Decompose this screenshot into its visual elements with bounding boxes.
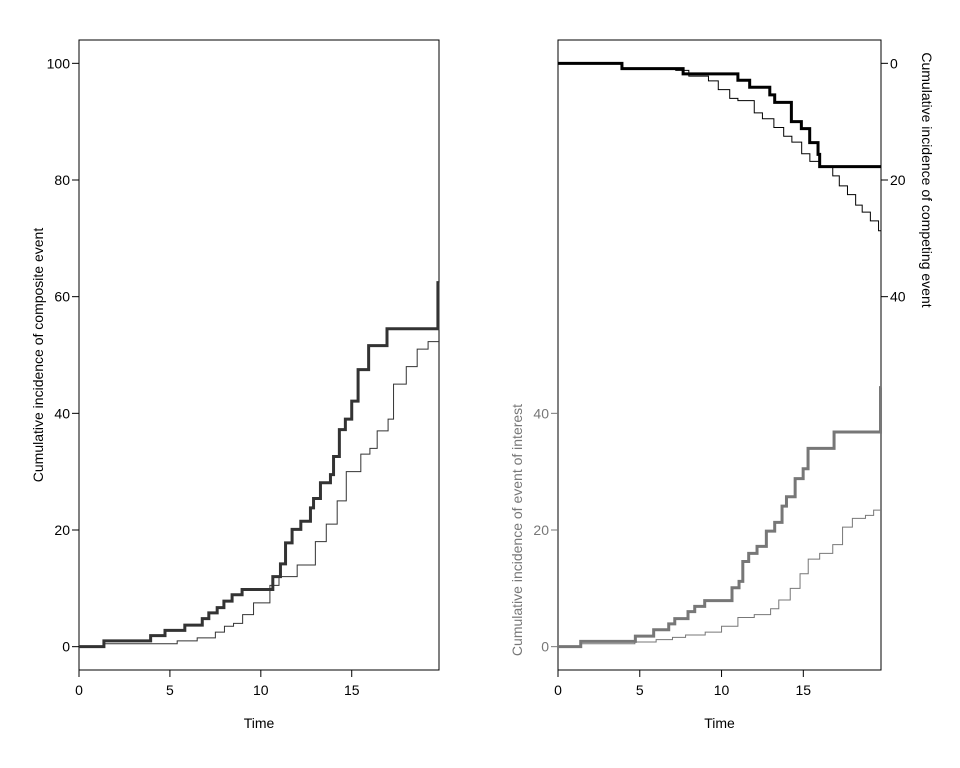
y-right-tick-label: 0 (890, 55, 898, 71)
competing-thin-curve (558, 62, 881, 232)
x-tick-label: 10 (253, 682, 269, 698)
plot-frame-2 (557, 39, 882, 671)
competing-thick-curve (558, 61, 881, 169)
y-tick-label: 0 (62, 639, 70, 655)
y-tick-label: 60 (54, 289, 70, 305)
x-tick-label: 15 (344, 682, 360, 698)
y-right-axis-label: Cumulative incidence of competing event (919, 52, 935, 307)
plot-frame-1 (78, 39, 440, 671)
y-tick-label: 20 (54, 522, 70, 538)
x-tick-label: 0 (554, 682, 562, 698)
y-axis-label: Cumulative incidence of event of interes… (509, 404, 525, 656)
x-tick-label: 5 (636, 682, 644, 698)
x-axis-label: Time (704, 715, 735, 731)
y-tick-label: 80 (54, 172, 70, 188)
y-tick-label: 0 (541, 639, 549, 655)
y-right-tick-label: 40 (890, 289, 906, 305)
interest-thin-curve (558, 509, 881, 648)
y-axis-label: Cumulative incidence of composite event (30, 228, 46, 483)
y-right-tick-label: 20 (890, 172, 906, 188)
x-axis-label: Time (244, 715, 275, 731)
x-tick-label: 0 (75, 682, 83, 698)
y-tick-label: 20 (533, 522, 549, 538)
interest-thick-curve (558, 386, 883, 649)
y-tick-label: 100 (47, 55, 71, 71)
x-tick-label: 15 (796, 682, 812, 698)
composite-thin-curve (79, 341, 439, 648)
x-tick-label: 5 (166, 682, 174, 698)
y-tick-label: 40 (533, 405, 549, 421)
x-tick-label: 10 (714, 682, 730, 698)
y-tick-label: 40 (54, 405, 70, 421)
composite-thick-curve (79, 281, 440, 649)
